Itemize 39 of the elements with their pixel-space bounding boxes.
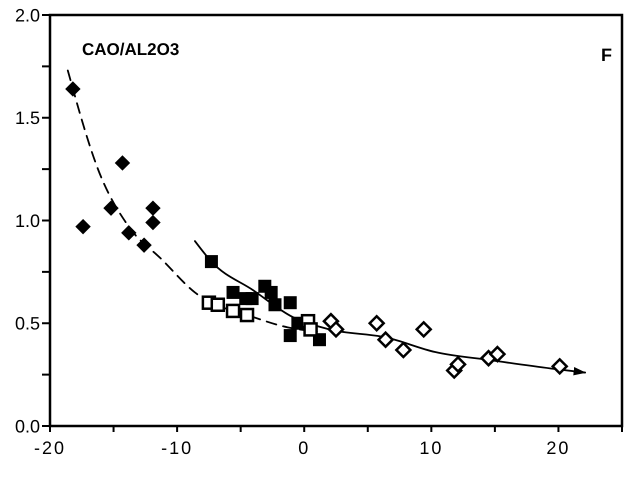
point [328, 321, 344, 338]
point [284, 329, 297, 342]
y-tick-label: 1.0 [14, 210, 40, 231]
point [65, 81, 80, 96]
point [312, 333, 326, 346]
point [551, 358, 568, 375]
point [395, 342, 412, 358]
point [114, 155, 130, 170]
y-tick-label: 0.5 [14, 314, 40, 334]
x-tick-label: 10 [419, 438, 444, 458]
point [226, 304, 240, 318]
point [450, 356, 466, 373]
point [136, 238, 152, 253]
x-tick-label: -10 [161, 438, 194, 458]
point [121, 225, 136, 240]
point [268, 298, 282, 312]
point [145, 200, 160, 216]
point [240, 308, 254, 322]
point [104, 200, 119, 216]
point [303, 322, 318, 337]
x-tick-label: 0 [298, 438, 310, 458]
y-tick-label: 1.5 [14, 108, 40, 128]
y-tick-label: 0.0 [14, 416, 40, 436]
point [76, 219, 91, 234]
y-tick-label: 2.0 [14, 5, 40, 26]
point [284, 296, 297, 310]
x-tick-label: 20 [546, 438, 570, 458]
point [246, 292, 259, 306]
point [377, 331, 394, 348]
point [210, 298, 226, 312]
point [415, 321, 432, 338]
point [145, 215, 160, 230]
point [489, 346, 506, 362]
point [204, 255, 218, 268]
point [368, 315, 385, 332]
point [226, 286, 240, 299]
x-tick-label: -20 [34, 438, 66, 458]
text: CAO/AL2O3 [82, 40, 180, 59]
annotation: F [601, 45, 612, 65]
